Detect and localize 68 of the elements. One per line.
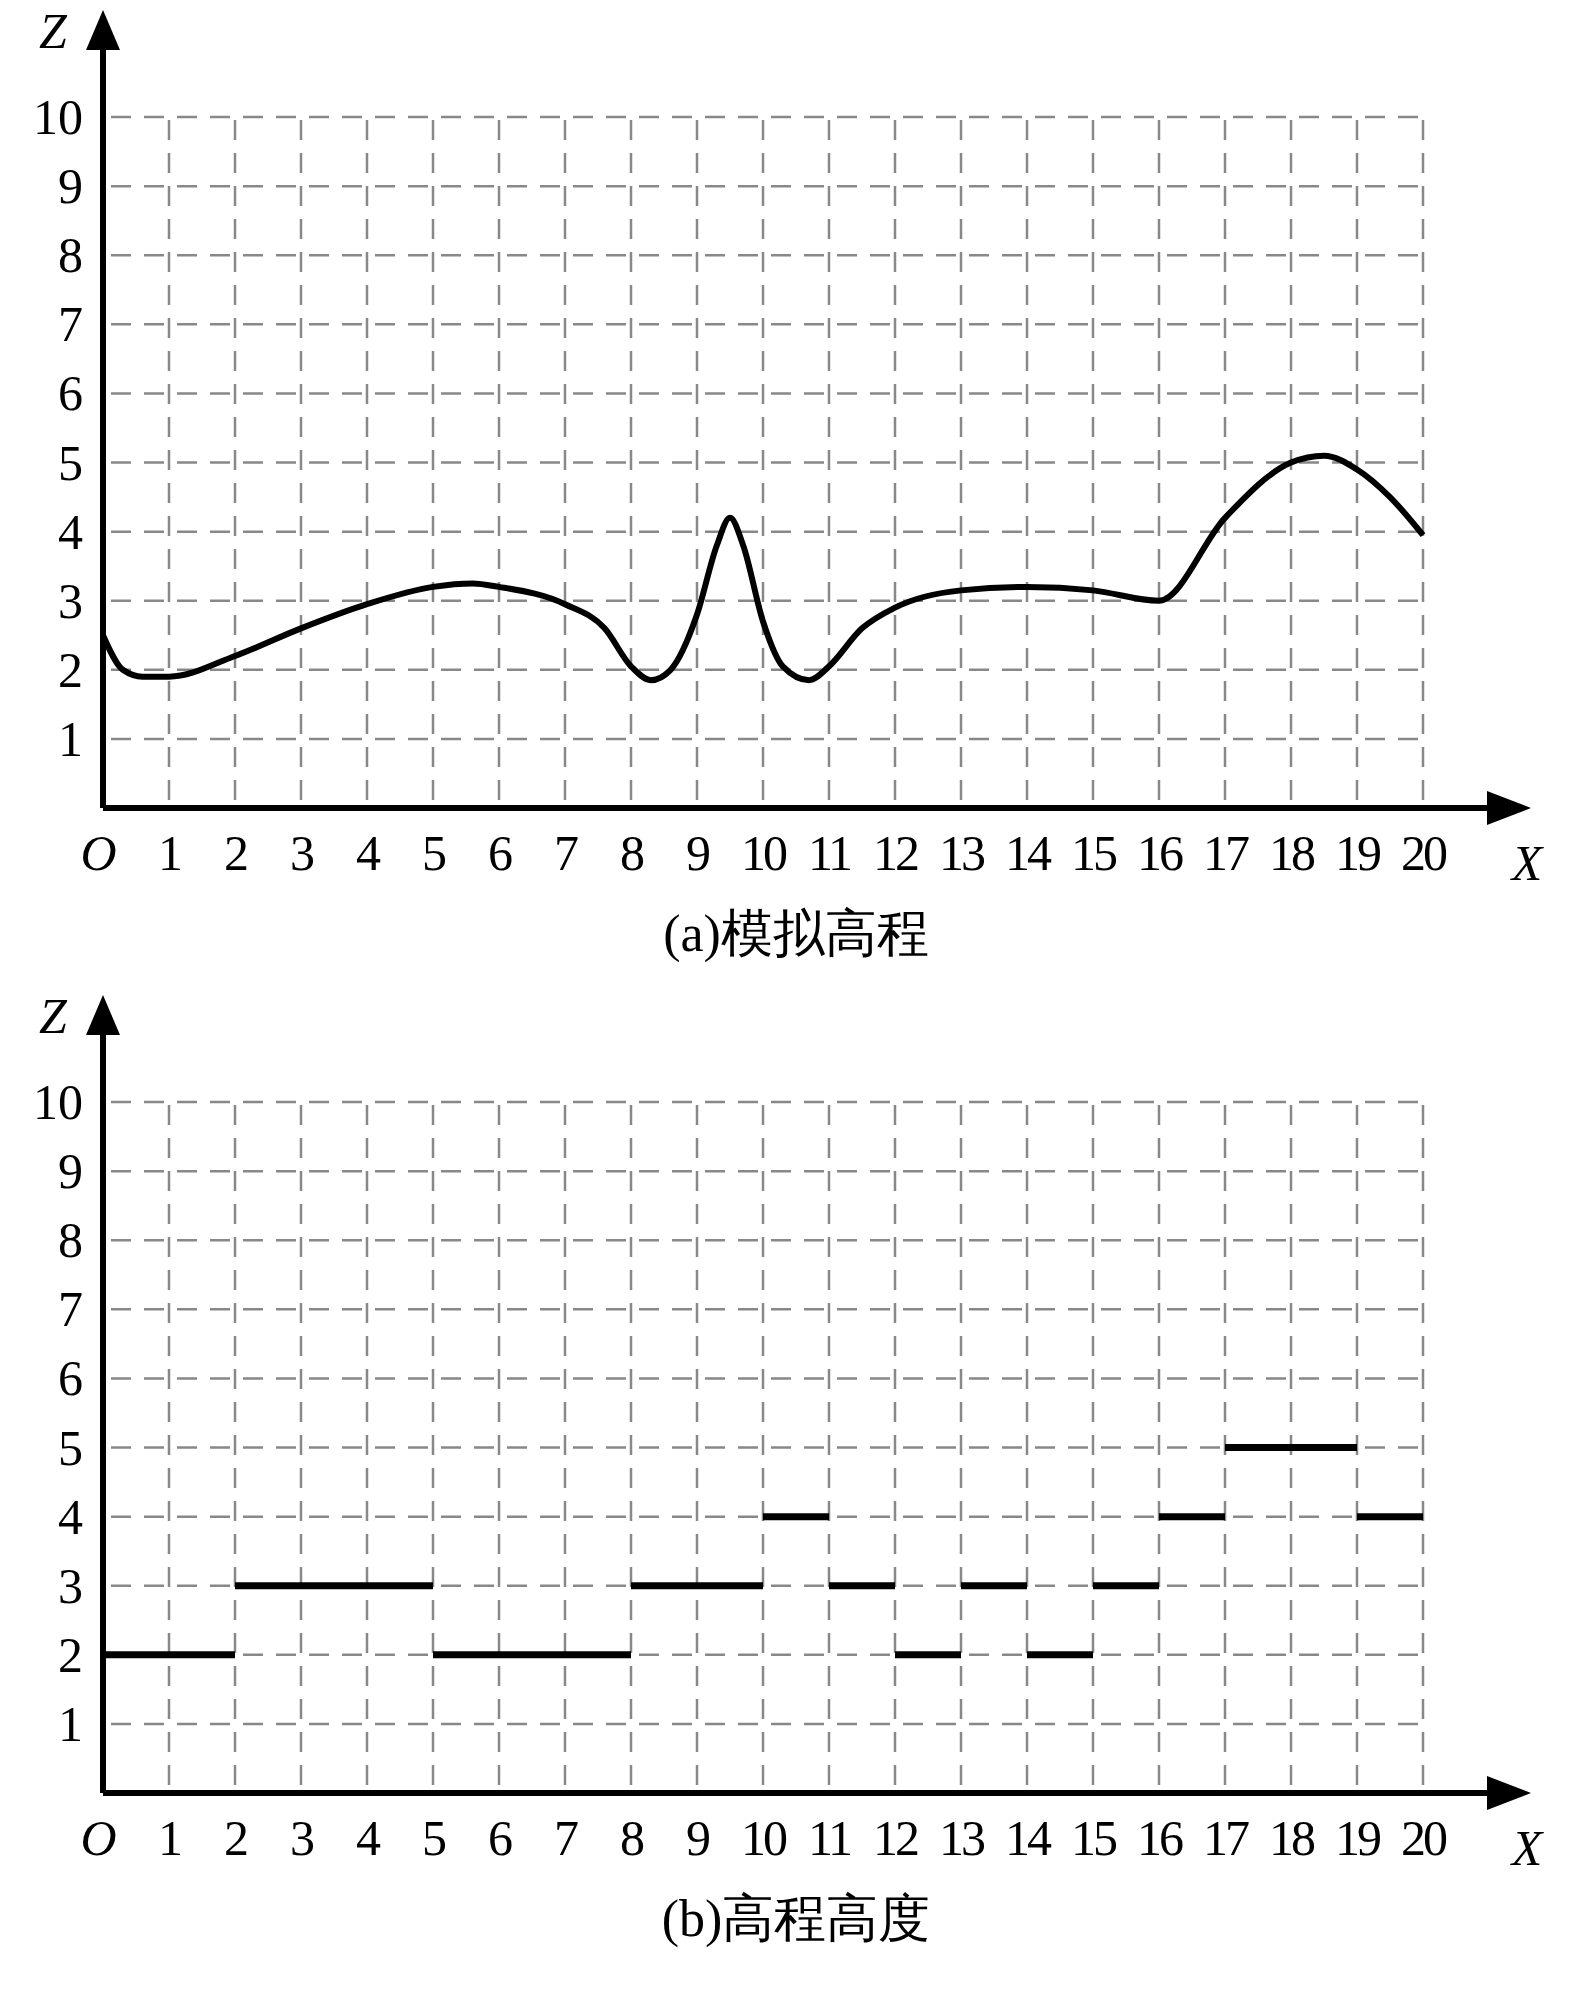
y-tick-label: 9 xyxy=(58,158,83,215)
x-tick-label: 18 xyxy=(1269,1810,1315,1866)
y-tick-label: 7 xyxy=(58,1281,83,1338)
y-tick-label: 7 xyxy=(58,296,83,353)
text: (b)高程高度 xyxy=(661,1890,931,1948)
x-tick-label: 9 xyxy=(686,825,709,881)
x-tick-label: 1 xyxy=(158,825,180,881)
y-axis-title: Z xyxy=(39,3,69,59)
x-tick-label: 10 xyxy=(741,1810,787,1866)
x-tick-label: 17 xyxy=(1203,825,1249,881)
x-tick-label: 1 xyxy=(158,1810,180,1866)
x-tick-label: O xyxy=(80,825,116,881)
x-tick-label: 5 xyxy=(422,1810,446,1866)
y-tick-label: 5 xyxy=(58,434,83,491)
x-tick-label: 19 xyxy=(1335,825,1380,881)
x-tick-label: 10 xyxy=(741,825,787,881)
x-tick-label: 15 xyxy=(1071,825,1117,881)
x-tick-label: 11 xyxy=(807,825,851,881)
x-tick-label: 7 xyxy=(554,825,578,881)
y-axis-title: Z xyxy=(39,988,69,1044)
y-tick-label: 2 xyxy=(58,641,83,698)
x-tick-label: 2 xyxy=(224,825,247,881)
y-tick-label: 4 xyxy=(58,503,83,560)
y-tick-label: 6 xyxy=(58,1350,83,1407)
x-tick-label: 4 xyxy=(356,825,381,881)
y-tick-label: 8 xyxy=(58,1212,83,1269)
x-tick-label: 7 xyxy=(554,1810,578,1866)
x-axis-title: X xyxy=(1509,1820,1545,1876)
x-tick-label: 14 xyxy=(1005,1810,1052,1866)
x-axis-title: X xyxy=(1509,835,1545,891)
x-tick-label: 14 xyxy=(1005,825,1052,881)
x-tick-label: 11 xyxy=(807,1810,851,1866)
x-tick-label: 8 xyxy=(620,1810,644,1866)
x-tick-label: 5 xyxy=(422,825,446,881)
x-tick-label: 6 xyxy=(488,825,512,881)
x-tick-label: 9 xyxy=(686,1810,709,1866)
x-tick-label: O xyxy=(80,1810,116,1866)
x-tick-label: 12 xyxy=(873,1810,918,1866)
y-tick-label: 5 xyxy=(58,1419,83,1476)
x-tick-label: 16 xyxy=(1137,1810,1183,1866)
y-tick-label: 4 xyxy=(58,1488,83,1545)
y-tick-label: 9 xyxy=(58,1143,83,1200)
y-tick-label: 1 xyxy=(58,1695,83,1752)
x-tick-label: 17 xyxy=(1203,1810,1249,1866)
x-tick-label: 3 xyxy=(290,1810,314,1866)
y-tick-label: 3 xyxy=(58,1557,83,1614)
x-tick-label: 13 xyxy=(939,1810,985,1866)
x-tick-label: 13 xyxy=(939,825,985,881)
x-tick-label: 18 xyxy=(1269,825,1315,881)
y-tick-label: 10 xyxy=(33,89,83,146)
x-tick-label: 6 xyxy=(488,1810,512,1866)
x-tick-label: 20 xyxy=(1401,825,1447,881)
x-tick-label: 4 xyxy=(356,1810,381,1866)
y-tick-label: 6 xyxy=(58,365,83,422)
x-tick-label: 19 xyxy=(1335,1810,1380,1866)
y-tick-label: 10 xyxy=(33,1074,83,1131)
x-tick-label: 8 xyxy=(620,825,644,881)
text: (a)模拟高程 xyxy=(663,905,929,963)
x-tick-label: 3 xyxy=(290,825,314,881)
x-tick-label: 12 xyxy=(873,825,918,881)
y-tick-label: 2 xyxy=(58,1626,83,1683)
y-tick-label: 1 xyxy=(58,710,83,767)
x-tick-label: 15 xyxy=(1071,1810,1117,1866)
y-tick-label: 8 xyxy=(58,227,83,284)
x-tick-label: 20 xyxy=(1401,1810,1447,1866)
x-tick-label: 16 xyxy=(1137,825,1183,881)
x-tick-label: 2 xyxy=(224,1810,247,1866)
y-tick-label: 3 xyxy=(58,572,83,629)
